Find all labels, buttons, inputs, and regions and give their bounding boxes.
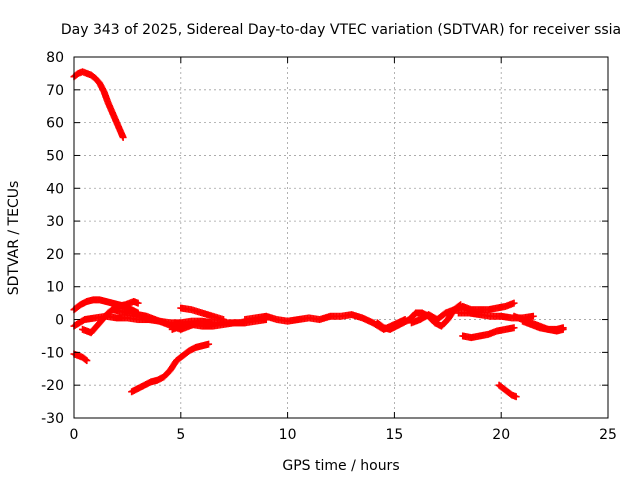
y-tick-label: 10 xyxy=(46,280,64,296)
y-tick-label: 60 xyxy=(46,116,64,132)
data-point xyxy=(220,316,228,324)
y-tick-label: 40 xyxy=(46,181,64,197)
y-tick-label: 80 xyxy=(46,50,64,66)
data-point xyxy=(512,393,520,401)
y-tick-label: -10 xyxy=(41,345,64,361)
y-tick-label: 70 xyxy=(46,83,64,99)
y-tick-label: 20 xyxy=(46,247,64,263)
y-tick-label: 50 xyxy=(46,148,64,164)
data-point xyxy=(83,357,91,365)
chart-title: Day 343 of 2025, Sidereal Day-to-day VTE… xyxy=(61,22,621,38)
y-tick-label: 30 xyxy=(46,214,64,230)
data-point xyxy=(529,312,537,320)
y-axis-label: SDTVAR / TECUs xyxy=(6,181,22,296)
x-tick-label: 25 xyxy=(599,427,617,443)
x-tick-label: 15 xyxy=(385,427,403,443)
y-tick-label: -20 xyxy=(41,378,64,394)
data-point xyxy=(205,340,213,348)
data-point xyxy=(119,133,127,141)
data-point xyxy=(82,356,90,364)
axis-ticks: 0 5 10 15 20 25 -30 -20 -10 0 10 20 30 40 50 60 70 80 xyxy=(41,50,617,443)
data-point xyxy=(559,324,567,332)
x-tick-label: 10 xyxy=(279,427,297,443)
x-tick-label: 20 xyxy=(492,427,510,443)
data-point xyxy=(510,324,518,332)
data-point xyxy=(134,299,142,307)
y-tick-label: 0 xyxy=(55,313,64,329)
data-point xyxy=(510,299,518,307)
x-tick-label: 0 xyxy=(70,427,79,443)
plot-frame xyxy=(73,56,609,419)
x-axis-label: GPS time / hours xyxy=(282,458,399,474)
y-tick-label: -30 xyxy=(41,411,64,427)
data-points xyxy=(70,68,567,401)
x-tick-label: 5 xyxy=(176,427,185,443)
